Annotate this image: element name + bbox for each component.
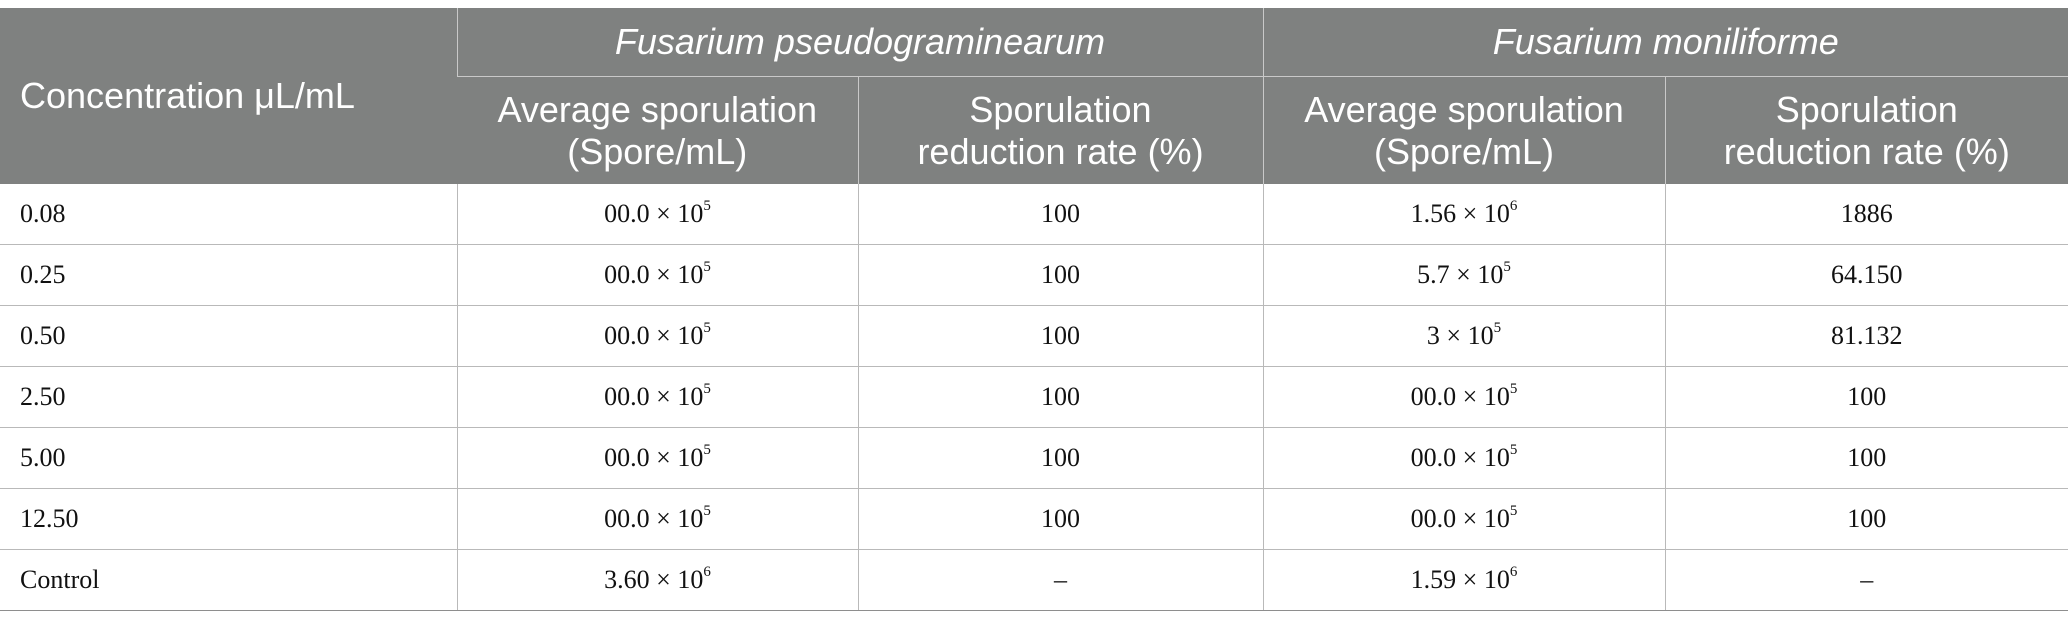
header-line: (Spore/mL) <box>567 130 748 172</box>
cell-concentration: 5.00 <box>0 427 457 489</box>
cell-mantissa: 00.0 × 10 <box>604 260 704 289</box>
cell-fp-rate: – <box>857 549 1263 611</box>
cell-exponent: 5 <box>1509 381 1518 398</box>
header-line: Sporulation <box>969 88 1152 130</box>
header-line: Average sporulation <box>497 88 818 130</box>
table-row: 2.50 00.0 × 105 100 00.0 × 105 100 <box>0 366 2068 428</box>
header-line: Average sporulation <box>1304 88 1624 130</box>
cell-fp-average: 00.0 × 105 <box>456 488 858 550</box>
cell-fp-average: 00.0 × 105 <box>456 305 858 367</box>
cell-mantissa: 3.60 × 10 <box>604 565 704 594</box>
header-fm-reduction-rate: Sporulation reduction rate (%) <box>1664 76 2068 184</box>
cell-exponent: 5 <box>703 320 711 337</box>
cell-fm-rate: – <box>1664 549 2068 611</box>
cell-exponent: 5 <box>1493 320 1502 337</box>
cell-fm-rate: 100 <box>1664 427 2068 489</box>
header-fp-reduction-rate: Sporulation reduction rate (%) <box>857 76 1263 184</box>
cell-fm-average: 5.7 × 105 <box>1262 244 1665 306</box>
cell-fp-average: 00.0 × 105 <box>456 366 858 428</box>
cell-exponent: 5 <box>703 381 711 398</box>
cell-mantissa: 1.56 × 10 <box>1410 199 1510 228</box>
cell-mantissa: 3 × 10 <box>1426 321 1494 350</box>
header-row-measures: Average sporulation (Spore/mL) Sporulati… <box>0 76 2068 184</box>
cell-concentration: 0.08 <box>0 184 457 245</box>
table-row: 0.50 00.0 × 105 100 3 × 105 81.132 <box>0 305 2068 367</box>
cell-fp-rate: 100 <box>857 427 1263 489</box>
cell-fm-average: 00.0 × 105 <box>1262 366 1665 428</box>
cell-concentration: Control <box>0 549 457 611</box>
header-species-moniliforme: Fusarium moniliforme <box>1262 8 2068 77</box>
header-fp-average-sporulation: Average sporulation (Spore/mL) <box>457 76 858 184</box>
cell-mantissa: 1.59 × 10 <box>1410 565 1510 594</box>
cell-exponent: 6 <box>1509 198 1518 215</box>
cell-mantissa: 00.0 × 10 <box>604 199 704 228</box>
header-fm-average-sporulation: Average sporulation (Spore/mL) <box>1262 76 1665 184</box>
cell-mantissa: 5.7 × 10 <box>1417 260 1504 289</box>
cell-mantissa: 00.0 × 10 <box>604 321 704 350</box>
cell-exponent: 5 <box>703 503 711 520</box>
cell-exponent: 5 <box>1509 442 1518 459</box>
cell-mantissa: 00.0 × 10 <box>604 443 704 472</box>
sporulation-table-container: Concentration μL/mL Fusarium pseudogrami… <box>0 8 2068 611</box>
cell-exponent: 5 <box>1503 259 1511 276</box>
table-row: 0.25 00.0 × 105 100 5.7 × 105 64.150 <box>0 244 2068 306</box>
cell-concentration: 2.50 <box>0 366 457 428</box>
cell-fm-average: 00.0 × 105 <box>1262 488 1665 550</box>
header-line: (Spore/mL) <box>1373 130 1555 172</box>
cell-fp-rate: 100 <box>857 184 1263 245</box>
header-row-species: Concentration μL/mL Fusarium pseudogrami… <box>0 8 2068 184</box>
cell-fm-average: 3 × 105 <box>1262 305 1665 367</box>
cell-mantissa: 00.0 × 10 <box>1410 382 1510 411</box>
cell-fm-rate: 81.132 <box>1664 305 2068 367</box>
cell-exponent: 5 <box>703 198 711 215</box>
header-species-pseudograminearum: Fusarium pseudograminearum <box>456 8 1263 77</box>
cell-fm-average: 1.59 × 106 <box>1262 549 1665 611</box>
cell-fp-average: 00.0 × 105 <box>456 244 858 306</box>
cell-mantissa: 00.0 × 10 <box>1410 443 1510 472</box>
table-body: 0.08 00.0 × 105 100 1.56 × 106 1886 0.25… <box>0 184 2068 611</box>
table-row: 5.00 00.0 × 105 100 00.0 × 105 100 <box>0 427 2068 489</box>
cell-fp-rate: 100 <box>857 244 1263 306</box>
cell-fp-rate: 100 <box>857 366 1263 428</box>
cell-fm-rate: 100 <box>1664 488 2068 550</box>
header-concentration: Concentration μL/mL <box>0 8 457 184</box>
cell-exponent: 6 <box>703 564 711 581</box>
cell-fm-rate: 100 <box>1664 366 2068 428</box>
cell-fp-average: 00.0 × 105 <box>456 427 858 489</box>
cell-fm-rate: 1886 <box>1664 184 2068 245</box>
cell-fp-average: 3.60 × 106 <box>456 549 858 611</box>
cell-fp-rate: 100 <box>857 305 1263 367</box>
cell-exponent: 5 <box>1509 503 1518 520</box>
table-row: 12.50 00.0 × 105 100 00.0 × 105 100 <box>0 488 2068 550</box>
table-header: Concentration μL/mL Fusarium pseudogrami… <box>0 8 2068 184</box>
table-row: Control 3.60 × 106 – 1.59 × 106 – <box>0 549 2068 611</box>
header-line: Sporulation <box>1775 88 1958 130</box>
cell-exponent: 5 <box>703 442 711 459</box>
cell-mantissa: 00.0 × 10 <box>1410 504 1510 533</box>
cell-exponent: 5 <box>703 259 711 276</box>
cell-fm-rate: 64.150 <box>1664 244 2068 306</box>
cell-mantissa: 00.0 × 10 <box>604 504 704 533</box>
cell-fm-average: 00.0 × 105 <box>1262 427 1665 489</box>
cell-exponent: 6 <box>1509 564 1518 581</box>
cell-concentration: 0.50 <box>0 305 457 367</box>
cell-mantissa: 00.0 × 10 <box>604 382 704 411</box>
table-row: 0.08 00.0 × 105 100 1.56 × 106 1886 <box>0 184 2068 245</box>
cell-fp-average: 00.0 × 105 <box>456 184 858 245</box>
header-line: reduction rate (%) <box>1723 130 2010 172</box>
sporulation-table: Concentration μL/mL Fusarium pseudogrami… <box>0 8 2068 611</box>
header-line: reduction rate (%) <box>917 130 1204 172</box>
cell-concentration: 12.50 <box>0 488 457 550</box>
cell-fm-average: 1.56 × 106 <box>1262 184 1665 245</box>
cell-fp-rate: 100 <box>857 488 1263 550</box>
cell-concentration: 0.25 <box>0 244 457 306</box>
